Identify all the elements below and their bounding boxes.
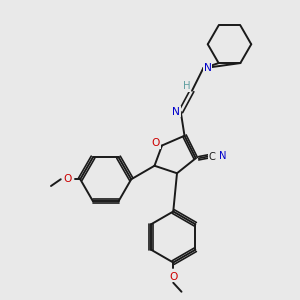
Text: C: C — [209, 152, 216, 162]
Text: N: N — [172, 107, 180, 117]
Text: O: O — [152, 138, 160, 148]
Text: O: O — [63, 174, 71, 184]
Text: H: H — [183, 81, 190, 91]
Text: N: N — [204, 63, 212, 73]
Text: O: O — [169, 272, 177, 282]
Text: N: N — [219, 151, 226, 161]
